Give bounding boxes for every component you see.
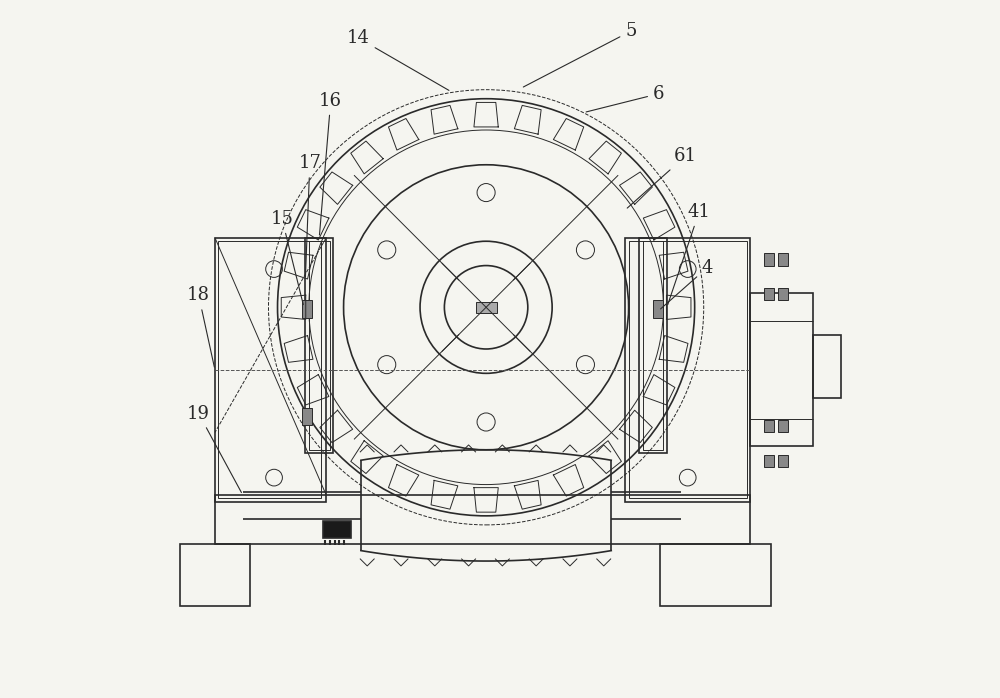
Bar bbox=[215, 238, 326, 502]
Text: 19: 19 bbox=[187, 405, 241, 493]
Bar bbox=[323, 521, 351, 538]
Bar bbox=[302, 300, 312, 318]
Bar bbox=[305, 238, 333, 453]
Bar bbox=[750, 293, 813, 446]
Text: 61: 61 bbox=[627, 147, 697, 208]
Bar bbox=[302, 408, 312, 426]
Bar bbox=[180, 544, 250, 607]
Bar bbox=[639, 238, 667, 453]
Bar bbox=[660, 544, 771, 607]
Bar bbox=[643, 242, 663, 450]
Text: 4: 4 bbox=[661, 258, 713, 309]
Bar bbox=[764, 288, 774, 300]
Bar bbox=[653, 300, 663, 318]
Bar bbox=[764, 454, 774, 467]
Text: 18: 18 bbox=[187, 286, 214, 367]
Text: 17: 17 bbox=[298, 154, 321, 276]
Bar bbox=[215, 495, 750, 544]
Bar bbox=[764, 420, 774, 433]
Text: 14: 14 bbox=[347, 29, 449, 90]
Bar bbox=[778, 288, 788, 300]
Bar bbox=[625, 238, 750, 502]
Bar bbox=[476, 302, 497, 313]
Text: 15: 15 bbox=[271, 210, 303, 304]
Bar bbox=[764, 253, 774, 265]
Bar bbox=[629, 242, 747, 498]
Bar bbox=[778, 253, 788, 265]
Bar bbox=[218, 242, 321, 498]
Text: 41: 41 bbox=[668, 203, 711, 304]
Text: 6: 6 bbox=[586, 84, 664, 112]
Bar bbox=[309, 242, 330, 450]
Bar bbox=[813, 335, 841, 398]
Text: 5: 5 bbox=[523, 22, 637, 87]
Bar bbox=[778, 420, 788, 433]
Text: 16: 16 bbox=[319, 91, 342, 235]
Bar bbox=[778, 454, 788, 467]
